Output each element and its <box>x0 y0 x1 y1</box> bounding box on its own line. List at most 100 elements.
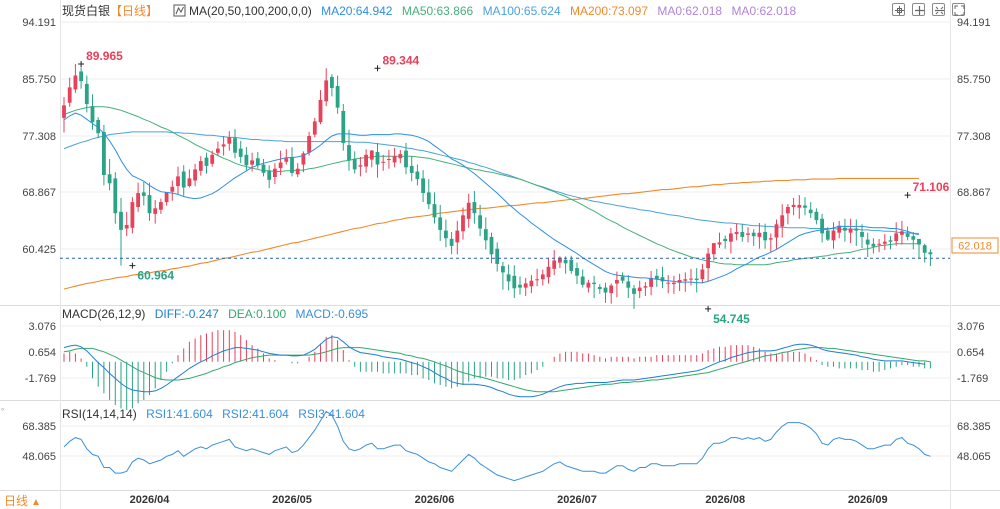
candle-down <box>79 71 83 82</box>
pane-marker: ° <box>1 407 4 416</box>
ma100-line <box>63 131 919 234</box>
candle-up <box>797 204 802 208</box>
candle-down <box>483 229 488 241</box>
ma200-line <box>63 177 919 290</box>
candle-up <box>176 176 180 187</box>
candle-up <box>358 165 363 167</box>
candle-down <box>489 236 494 255</box>
candle-up <box>746 233 750 235</box>
extreme-label: 71.106 <box>913 180 950 194</box>
candle-up <box>284 158 289 162</box>
candle-down <box>865 239 870 245</box>
zoom-in-icon[interactable] <box>912 3 925 16</box>
extreme-marker <box>904 192 911 199</box>
candle-up <box>558 257 562 263</box>
candle-down <box>512 275 517 289</box>
date-tick: 2026/07 <box>557 494 597 506</box>
candle-up <box>552 260 557 269</box>
candle-up <box>369 150 374 160</box>
rsi-tick: 68.385 <box>22 421 56 433</box>
candle-up <box>586 282 591 288</box>
price-tick: 77.308 <box>22 131 56 143</box>
candle-up <box>729 233 733 242</box>
ma50-line <box>63 106 919 266</box>
candle-up <box>130 202 135 228</box>
candle-down <box>415 171 420 180</box>
candle-down <box>238 148 243 157</box>
candle-down <box>404 150 408 168</box>
candle-up <box>877 243 881 245</box>
price-grid <box>60 21 950 457</box>
candle-down <box>113 178 118 214</box>
candle-down <box>860 232 864 237</box>
candle-up <box>398 154 403 159</box>
last-price-tag: 62.018 <box>951 237 999 254</box>
candle-down <box>888 240 893 242</box>
date-tick: 2026/04 <box>130 494 171 506</box>
candle-down <box>843 227 847 231</box>
candle-down <box>603 287 608 293</box>
crosshair-toggle-icon[interactable] <box>892 3 905 16</box>
candle-down <box>501 266 505 273</box>
candle-up <box>307 136 311 153</box>
fullscreen-icon[interactable] <box>952 3 965 16</box>
candle-up <box>387 159 391 160</box>
candle-up <box>193 169 197 181</box>
extreme-marker <box>129 262 136 269</box>
candle-up <box>649 277 653 287</box>
candle-down <box>917 238 921 245</box>
ma200-legend: MA200:73.097 <box>570 4 648 18</box>
candle-up <box>198 161 203 171</box>
candle-up <box>159 202 163 210</box>
candle-down <box>426 192 431 205</box>
date-tick: 2026/09 <box>848 494 888 506</box>
candle-down <box>592 282 596 285</box>
candle-up <box>837 225 842 233</box>
candle-down <box>330 76 334 88</box>
candle-down <box>632 288 636 294</box>
price-tick: 68.867 <box>957 187 991 199</box>
ma-legend-icon[interactable] <box>173 4 186 17</box>
candle-up <box>466 202 471 219</box>
candle-down <box>96 120 101 134</box>
price-annotations: 89.965 60.964 89.344 54.745 71.106 <box>78 49 950 326</box>
rsi-legend: RSI(14,14,14) RSI1:41.604 RSI2:41.604 RS… <box>62 407 365 421</box>
rsi1-legend: RSI1:41.604 <box>146 407 213 421</box>
date-tick: 2026/05 <box>272 494 312 506</box>
candle-down <box>563 259 568 264</box>
extreme-label: 60.964 <box>137 269 174 283</box>
candle-down <box>506 274 511 282</box>
candle-down <box>905 233 910 237</box>
candle-down <box>808 209 813 214</box>
candle-up <box>392 156 397 163</box>
price-tick: 94.191 <box>22 17 56 29</box>
candle-up <box>187 178 192 186</box>
rsi3-legend: RSI3:41.604 <box>298 407 365 421</box>
price-tick: 77.308 <box>957 131 991 143</box>
candle-up <box>711 243 716 255</box>
macd-tick: 0.654 <box>957 347 985 359</box>
moving-average-fast-layer <box>63 112 920 284</box>
candle-down <box>107 174 112 184</box>
rsi-legend-title: RSI(14,14,14) <box>62 407 137 421</box>
macd-axis: 3.076 0.654 -1.769 3.076 0.654 -1.769 <box>25 321 988 385</box>
ma-legend: 现货白银【日线】 <box>62 3 158 18</box>
macd-legend: MACD(26,12,9) DIFF:-0.247 DEA:0.100 MACD… <box>62 307 369 321</box>
candle-up <box>780 215 785 227</box>
rsi-line <box>63 410 931 482</box>
rsi-layer <box>63 410 931 482</box>
candle-down <box>478 215 482 229</box>
macd-tick: -1.769 <box>957 373 988 385</box>
zoom-out-icon[interactable] <box>932 3 945 16</box>
candle-up <box>250 160 254 165</box>
last-price-value: 62.018 <box>958 241 992 253</box>
ma0-legend: MA0:62.018 <box>731 4 796 18</box>
ma0-legend: MA0:62.018 <box>657 4 722 18</box>
candle-down <box>204 157 209 166</box>
candle-up <box>227 137 232 144</box>
period-selector[interactable]: 日线 ▲ <box>4 494 41 508</box>
ma100-legend: MA100:65.624 <box>483 4 561 18</box>
candle-down <box>90 106 95 123</box>
